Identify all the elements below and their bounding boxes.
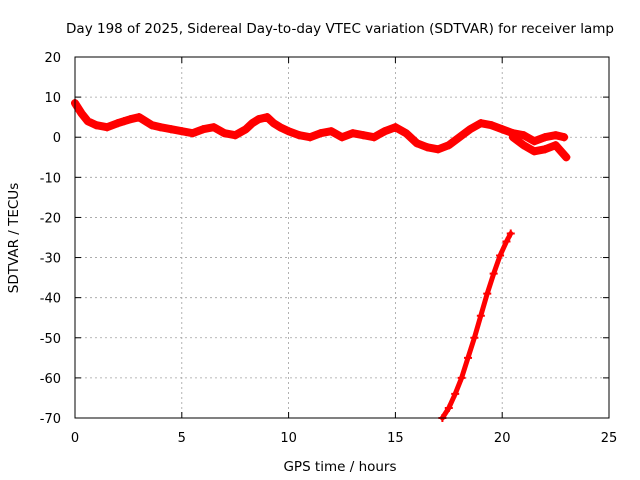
data-point	[135, 113, 144, 122]
y-tick-label: -70	[40, 412, 61, 427]
y-tick-label: -20	[40, 211, 61, 226]
data-point	[120, 117, 129, 126]
data-point	[83, 117, 92, 126]
data-point	[276, 123, 285, 132]
y-tick-label: 0	[53, 131, 61, 146]
data-point	[540, 133, 549, 142]
data-point	[103, 123, 112, 132]
data-point	[141, 117, 150, 126]
data-point	[476, 119, 485, 128]
data-point	[269, 119, 278, 128]
data-point	[483, 289, 492, 298]
data-point	[498, 125, 507, 134]
y-tick-label: -10	[40, 171, 61, 186]
data-point	[451, 389, 460, 398]
data-point	[220, 129, 229, 138]
axis-ticks: 0 5 10 15 20 25 -70 -60 -50 -40 -30 -20 -10 0 10 20	[40, 51, 618, 446]
series-line	[439, 231, 514, 421]
x-tick-label: 5	[178, 431, 186, 446]
data-point	[380, 127, 389, 136]
data-point	[476, 311, 485, 320]
data-series	[71, 99, 571, 422]
data-point	[327, 127, 336, 136]
data-point	[391, 123, 400, 132]
data-point	[412, 139, 421, 148]
data-point	[489, 269, 498, 278]
x-tick-label: 10	[280, 431, 297, 446]
data-point	[502, 237, 511, 246]
data-point	[487, 121, 496, 130]
x-axis-label: GPS time / hours	[283, 459, 396, 475]
data-point	[338, 133, 346, 142]
data-point	[444, 141, 453, 150]
series-2	[438, 229, 515, 422]
data-point	[254, 115, 263, 124]
data-point	[551, 131, 560, 140]
data-point	[444, 403, 453, 412]
data-point	[92, 121, 101, 130]
plot-frame	[74, 56, 610, 419]
data-point	[466, 125, 475, 134]
data-point	[248, 119, 257, 128]
series-line	[71, 99, 569, 154]
data-point	[348, 129, 357, 138]
data-point	[551, 141, 560, 150]
data-point	[370, 133, 379, 142]
data-point	[530, 137, 539, 146]
data-point	[305, 133, 314, 142]
y-tick-label: 20	[44, 51, 61, 66]
y-tick-label: -50	[40, 332, 61, 347]
data-point	[470, 333, 479, 342]
data-point	[508, 133, 517, 142]
series-line	[508, 133, 571, 162]
data-point	[231, 131, 240, 140]
y-tick-label: -30	[40, 252, 61, 267]
data-point	[540, 145, 549, 154]
data-point	[562, 153, 571, 162]
data-point	[147, 121, 156, 130]
data-point	[496, 251, 505, 260]
data-point	[156, 123, 165, 132]
data-point	[167, 125, 176, 134]
data-point	[113, 119, 122, 128]
data-point	[316, 129, 325, 138]
data-point	[199, 125, 208, 134]
data-point	[177, 127, 186, 136]
data-point	[126, 115, 135, 124]
data-point	[506, 229, 515, 238]
data-point	[295, 131, 304, 140]
data-point	[455, 133, 464, 142]
data-point	[519, 131, 528, 140]
data-point	[77, 109, 86, 118]
x-tick-label: 25	[601, 431, 618, 446]
data-point	[519, 141, 528, 150]
data-point	[241, 125, 250, 134]
data-point	[457, 373, 466, 382]
data-point	[464, 353, 473, 362]
data-point	[560, 133, 569, 142]
data-point	[359, 131, 368, 140]
data-point	[402, 129, 411, 138]
data-point	[434, 145, 443, 154]
data-point	[209, 123, 218, 132]
series-1	[508, 133, 571, 162]
y-axis-label: SDTVAR / TECUs	[6, 183, 22, 293]
data-point	[530, 147, 539, 156]
y-tick-label: -40	[40, 292, 61, 307]
series-0	[71, 99, 569, 154]
x-tick-label: 20	[494, 431, 511, 446]
y-tick-label: -60	[40, 372, 61, 387]
data-point	[188, 129, 197, 138]
data-point	[284, 127, 293, 136]
x-tick-label: 15	[387, 431, 404, 446]
data-point	[263, 113, 272, 122]
x-tick-label: 0	[71, 431, 79, 446]
data-point	[423, 143, 432, 152]
y-tick-label: 10	[44, 91, 61, 106]
chart-title: Day 198 of 2025, Sidereal Day-to-day VTE…	[66, 21, 614, 37]
